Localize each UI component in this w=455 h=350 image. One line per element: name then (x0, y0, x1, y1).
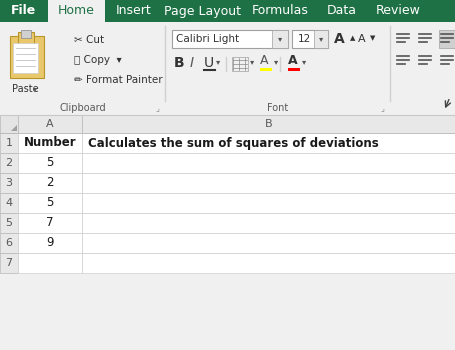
Bar (313, 30, 327, 48)
Bar (291, 30, 327, 48)
Bar (0, 153, 18, 173)
Bar (10, 36, 44, 78)
Text: 5: 5 (5, 218, 12, 228)
Bar (0, 253, 18, 273)
Text: Font: Font (266, 103, 288, 113)
Text: ▼: ▼ (369, 35, 374, 41)
Bar (0, 173, 18, 193)
Text: Data: Data (326, 5, 356, 18)
Bar (82, 233, 455, 253)
Text: Clipboard: Clipboard (59, 103, 106, 113)
Text: 2: 2 (5, 158, 13, 168)
Text: ▾: ▾ (318, 35, 323, 43)
Text: Page Layout: Page Layout (164, 5, 241, 18)
Bar (0, 213, 18, 233)
Bar (271, 30, 288, 48)
Text: Insert: Insert (116, 5, 151, 18)
Text: A: A (333, 32, 344, 46)
Bar (0, 0, 455, 22)
Bar (288, 68, 299, 71)
Bar (82, 253, 455, 273)
Text: Number: Number (24, 136, 76, 149)
Bar (172, 30, 288, 48)
Bar (18, 115, 82, 133)
Text: 12: 12 (298, 34, 311, 44)
Bar (18, 173, 82, 193)
Text: ▾: ▾ (273, 57, 278, 66)
Text: Calculates the sum of squares of deviations: Calculates the sum of squares of deviati… (88, 136, 378, 149)
Bar (0, 22, 455, 115)
Bar (18, 133, 82, 153)
Text: ▾: ▾ (249, 57, 254, 66)
Text: ▾: ▾ (301, 57, 306, 66)
Text: B: B (265, 119, 272, 129)
Text: ✂ Cut: ✂ Cut (74, 35, 104, 45)
Text: A: A (259, 54, 268, 66)
Text: 7: 7 (46, 217, 54, 230)
Text: 1: 1 (5, 138, 12, 148)
Text: Calibri Light: Calibri Light (176, 34, 238, 44)
Bar (82, 153, 455, 173)
Bar (259, 68, 271, 71)
Polygon shape (11, 125, 17, 131)
Text: A: A (288, 54, 297, 66)
Text: U: U (203, 56, 214, 70)
Bar (82, 173, 455, 193)
Text: ⌟: ⌟ (379, 104, 383, 112)
Text: ▾: ▾ (33, 84, 37, 93)
Bar (18, 32, 34, 44)
Text: A: A (357, 34, 365, 44)
Text: ✏ Format Painter: ✏ Format Painter (74, 75, 162, 85)
Bar (18, 233, 82, 253)
Bar (18, 253, 82, 273)
Text: B: B (174, 56, 184, 70)
Bar (18, 213, 82, 233)
Bar (82, 133, 455, 153)
Text: Home: Home (58, 5, 95, 18)
Bar (438, 30, 455, 48)
Bar (0, 233, 18, 253)
Text: Review: Review (375, 5, 420, 18)
Text: 9: 9 (46, 237, 54, 250)
Bar (82, 213, 455, 233)
Text: ▾: ▾ (277, 35, 282, 43)
Text: Paste: Paste (12, 84, 38, 94)
Bar (0, 0, 48, 22)
Text: I: I (190, 56, 194, 70)
Bar (82, 193, 455, 213)
Bar (48, 0, 105, 22)
Bar (21, 30, 31, 38)
Text: 5: 5 (46, 156, 54, 169)
Text: Formulas: Formulas (251, 5, 308, 18)
Text: ⎘ Copy  ▾: ⎘ Copy ▾ (74, 55, 121, 65)
Text: ▲: ▲ (349, 35, 354, 41)
Bar (0, 133, 18, 153)
Bar (0, 115, 455, 133)
Text: 3: 3 (5, 178, 12, 188)
Text: 7: 7 (5, 258, 13, 268)
Bar (232, 57, 248, 71)
Text: A: A (46, 119, 54, 129)
Text: 4: 4 (5, 198, 13, 208)
Text: ▾: ▾ (216, 57, 220, 66)
Text: File: File (11, 5, 36, 18)
Text: 2: 2 (46, 176, 54, 189)
Text: ⌟: ⌟ (155, 104, 159, 112)
Text: 5: 5 (46, 196, 54, 210)
Bar (0, 193, 18, 213)
Text: 6: 6 (5, 238, 12, 248)
Bar (82, 115, 455, 133)
Bar (13, 43, 38, 73)
Bar (18, 153, 82, 173)
Bar (18, 193, 82, 213)
Bar (0, 115, 18, 133)
